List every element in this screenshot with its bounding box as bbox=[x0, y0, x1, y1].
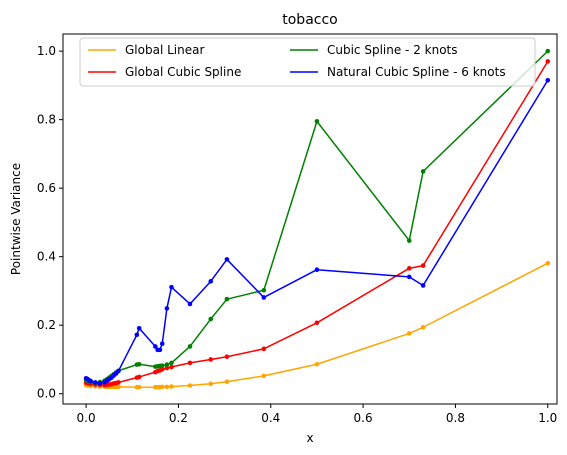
data-point bbox=[208, 357, 214, 362]
data-point bbox=[406, 274, 412, 280]
x-tick-label: 1.0 bbox=[538, 411, 557, 425]
legend-entry-2: Global Cubic Spline bbox=[88, 65, 241, 79]
series-layer bbox=[83, 48, 551, 390]
series-4 bbox=[83, 77, 551, 386]
data-point bbox=[224, 354, 230, 360]
data-point bbox=[420, 263, 426, 268]
data-point bbox=[314, 361, 320, 367]
data-point bbox=[208, 381, 214, 387]
data-point bbox=[159, 363, 165, 368]
data-point bbox=[164, 384, 170, 390]
data-point bbox=[420, 324, 426, 330]
x-tick-label: 0.0 bbox=[77, 411, 96, 425]
data-point bbox=[406, 331, 412, 336]
y-tick-label: 0.8 bbox=[37, 113, 56, 127]
data-point bbox=[164, 362, 170, 367]
data-point bbox=[169, 384, 174, 389]
data-point bbox=[420, 169, 426, 174]
data-point bbox=[187, 383, 193, 388]
data-point bbox=[157, 347, 163, 353]
data-point bbox=[208, 279, 214, 284]
data-point bbox=[208, 316, 214, 322]
series-line-4 bbox=[85, 79, 549, 385]
data-point bbox=[153, 344, 158, 349]
data-point bbox=[224, 296, 230, 302]
data-point bbox=[261, 295, 267, 300]
data-point bbox=[88, 378, 93, 384]
data-point bbox=[420, 283, 426, 288]
data-point bbox=[406, 238, 412, 243]
data-point bbox=[169, 360, 174, 366]
plot-frame bbox=[62, 33, 558, 405]
legend-label: Natural Cubic Spline - 6 knots bbox=[327, 65, 506, 79]
data-point bbox=[164, 365, 170, 371]
data-point bbox=[97, 381, 103, 386]
data-point bbox=[136, 361, 142, 367]
y-tick-label: 0.2 bbox=[37, 318, 56, 332]
data-point bbox=[406, 266, 412, 271]
y-tick-label: 0.4 bbox=[37, 250, 56, 264]
x-tick-label: 0.8 bbox=[446, 411, 465, 425]
legend-label: Cubic Spline - 2 knots bbox=[327, 43, 458, 57]
x-tick-label: 0.4 bbox=[261, 411, 280, 425]
y-tick-label: 1.0 bbox=[37, 44, 56, 58]
data-point bbox=[545, 48, 551, 54]
legend-label: Global Cubic Spline bbox=[125, 65, 241, 79]
data-point bbox=[261, 287, 267, 293]
y-tick-label: 0.6 bbox=[37, 181, 56, 195]
legend: Global Linear Global Cubic Spline Cubic Sp… bbox=[79, 37, 536, 87]
data-point bbox=[159, 384, 165, 390]
data-point bbox=[261, 346, 267, 352]
series-line-3 bbox=[85, 50, 549, 384]
series-line-2 bbox=[85, 61, 549, 386]
data-point bbox=[116, 380, 121, 385]
data-point bbox=[159, 341, 165, 347]
data-point bbox=[136, 374, 142, 380]
data-point bbox=[159, 367, 165, 372]
y-tick-label: 0.0 bbox=[37, 387, 56, 401]
data-point bbox=[136, 325, 142, 331]
legend-box bbox=[79, 37, 536, 87]
data-point bbox=[164, 306, 170, 311]
data-point bbox=[187, 301, 193, 307]
x-tick-label: 0.2 bbox=[169, 411, 188, 425]
series-2 bbox=[83, 59, 551, 388]
data-point bbox=[314, 320, 320, 326]
data-point bbox=[261, 373, 267, 379]
data-point bbox=[545, 77, 551, 83]
legend-entry-4: Natural Cubic Spline - 6 knots bbox=[290, 65, 506, 79]
data-point bbox=[545, 260, 551, 266]
data-point bbox=[545, 59, 551, 64]
ticks-layer: 0.0 0.2 0.4 0.6 0.8 1.0 0.0 0.2 0.4 0.6 0.8 1.0 bbox=[37, 44, 557, 425]
chart-title: tobacco bbox=[282, 12, 337, 28]
x-axis-label: x bbox=[306, 431, 313, 445]
data-point bbox=[224, 379, 230, 385]
data-point bbox=[224, 257, 230, 262]
legend-entry-1: Global Linear bbox=[88, 43, 204, 57]
data-point bbox=[116, 368, 121, 374]
data-point bbox=[314, 267, 320, 273]
data-point bbox=[116, 384, 121, 390]
y-axis-label: Pointwise Variance bbox=[9, 163, 23, 275]
x-tick-label: 0.6 bbox=[354, 411, 373, 425]
data-point bbox=[93, 380, 98, 385]
data-point bbox=[136, 384, 142, 390]
data-point bbox=[134, 332, 140, 338]
data-point bbox=[187, 344, 193, 349]
legend-label: Global Linear bbox=[125, 43, 204, 57]
series-3 bbox=[83, 48, 551, 386]
data-point bbox=[187, 360, 193, 366]
data-point bbox=[169, 364, 174, 370]
data-point bbox=[314, 119, 320, 124]
legend-entry-3: Cubic Spline - 2 knots bbox=[290, 43, 458, 57]
data-point bbox=[169, 284, 174, 290]
series-1 bbox=[83, 260, 551, 390]
